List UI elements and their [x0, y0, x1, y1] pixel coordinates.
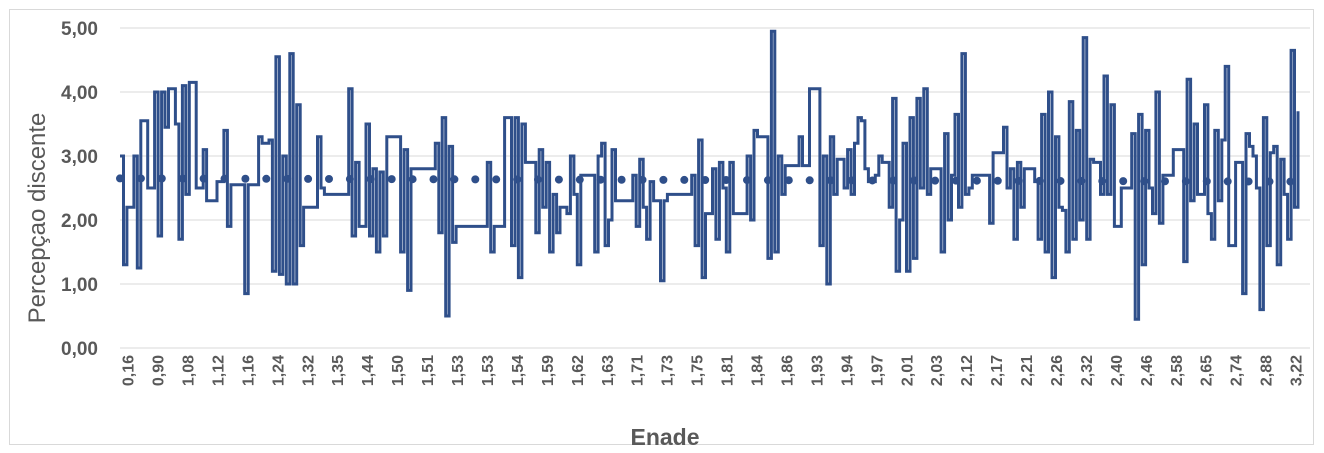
x-tick-label: 2,03 — [929, 355, 946, 386]
x-tick-label: 1,59 — [540, 355, 557, 386]
x-tick-label: 1,84 — [750, 355, 767, 386]
y-tick-label: 5,00 — [61, 19, 98, 40]
x-tick-label: 1,94 — [839, 355, 856, 386]
x-tick-label: 2,40 — [1109, 355, 1126, 386]
x-tick-label: 1,16 — [240, 355, 257, 386]
x-tick-label: 1,93 — [809, 355, 826, 386]
x-tick-label: 2,58 — [1169, 355, 1186, 386]
x-tick-label: 1,62 — [570, 355, 587, 386]
y-tick-label: 1,00 — [61, 275, 98, 296]
x-tick-label: 2,65 — [1199, 355, 1216, 386]
y-tick-label: 4,00 — [61, 83, 98, 104]
trendline-dotted — [116, 174, 1302, 186]
y-tick-label: 0,00 — [61, 339, 98, 360]
x-tick-label: 2,01 — [899, 355, 916, 386]
x-tick-label: 1,08 — [180, 355, 197, 386]
x-tick-label: 1,51 — [420, 355, 437, 386]
x-tick-label: 1,54 — [510, 355, 527, 386]
x-tick-label: 1,73 — [660, 355, 677, 386]
x-tick-label: 3,22 — [1289, 355, 1306, 386]
x-tick-label: 2,21 — [1019, 355, 1036, 386]
x-tick-label: 2,88 — [1259, 355, 1276, 386]
x-tick-label: 2,12 — [959, 355, 976, 386]
x-tick-label: 1,86 — [779, 355, 796, 386]
x-tick-label: 0,90 — [151, 355, 168, 386]
x-tick-label: 1,81 — [720, 355, 737, 386]
x-tick-label: 2,26 — [1049, 355, 1066, 386]
gridlines — [120, 27, 1310, 349]
x-tick-label: 0,16 — [121, 355, 138, 386]
x-tick-label: 2,46 — [1139, 355, 1156, 386]
series-line — [120, 29, 1300, 321]
x-tick-label: 1,63 — [600, 355, 617, 386]
y-tick-label: 2,00 — [61, 211, 98, 232]
x-tick-label: 1,50 — [390, 355, 407, 386]
y-axis-label: Percepçao discente — [24, 113, 51, 324]
series-layer — [116, 29, 1302, 321]
y-tick-labels: 0,00 1,00 2,00 3,00 4,00 5,00 — [61, 19, 98, 360]
x-tick-label: 1,97 — [869, 355, 886, 386]
x-tick-label: 2,32 — [1079, 355, 1096, 386]
x-tick-label: 1,32 — [300, 355, 317, 386]
x-tick-label: 1,24 — [270, 355, 287, 386]
x-tick-label: 1,12 — [210, 355, 227, 386]
x-tick-label: 1,75 — [690, 355, 707, 386]
x-tick-label: 1,53 — [480, 355, 497, 386]
x-tick-label: 1,35 — [330, 355, 347, 386]
x-tick-label: 2,17 — [989, 355, 1006, 386]
x-tick-label: 2,74 — [1229, 355, 1246, 386]
x-tick-label: 1,53 — [450, 355, 467, 386]
y-tick-label: 3,00 — [61, 147, 98, 168]
x-axis-label: Enade — [630, 424, 699, 450]
x-tick-label: 1,71 — [630, 355, 647, 386]
x-tick-label: 1,44 — [360, 355, 377, 386]
x-tick-labels: 0,16 0,90 1,08 1,12 1,16 1,24 1,32 1,35 1,44 1,50… — [121, 355, 1306, 386]
